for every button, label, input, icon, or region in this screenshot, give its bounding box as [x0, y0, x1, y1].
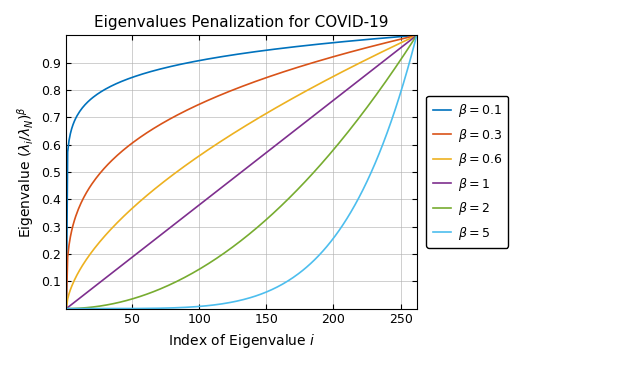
$\beta = 0.6$	[278, 102, 286, 106]
Line: $\beta = 0.3$: $\beta = 0.3$	[67, 35, 417, 308]
$\beta = 1$	[299, 122, 307, 127]
$\beta = 0.3$	[344, 50, 352, 55]
$\beta = 1$	[63, 306, 70, 311]
$\beta = 1$	[278, 138, 286, 142]
$\beta = 1$	[312, 112, 320, 116]
$\beta = 5$	[299, 268, 307, 273]
$\beta = 2$	[312, 168, 320, 172]
$\beta = 2$	[299, 182, 307, 187]
$\beta = 2$	[413, 33, 420, 38]
$\beta = 5$	[413, 33, 420, 38]
$\beta = 1$	[292, 127, 300, 132]
$\beta = 1$	[385, 55, 392, 59]
$\beta = 0.1$	[278, 46, 286, 50]
X-axis label: Index of Eigenvalue $i$: Index of Eigenvalue $i$	[168, 332, 316, 350]
Line: $\beta = 2$: $\beta = 2$	[67, 35, 417, 308]
$\beta = 0.6$	[344, 66, 352, 71]
$\beta = 0.6$	[385, 47, 392, 51]
$\beta = 0.6$	[299, 91, 307, 95]
$\beta = 0.3$	[299, 64, 307, 68]
$\beta = 0.1$	[292, 45, 300, 49]
$\beta = 0.3$	[385, 40, 392, 44]
$\beta = 0.1$	[413, 33, 420, 38]
$\beta = 0.1$	[312, 42, 320, 47]
$\beta = 0.3$	[312, 59, 320, 64]
$\beta = 2$	[385, 75, 392, 80]
Line: $\beta = 5$: $\beta = 5$	[67, 35, 417, 308]
$\beta = 0.6$	[292, 95, 300, 99]
$\beta = 0.6$	[413, 33, 420, 38]
Y-axis label: Eigenvalue $(\lambda_i/\lambda_N)^{\beta}$: Eigenvalue $(\lambda_i/\lambda_N)^{\beta…	[15, 106, 36, 238]
Legend: $\beta = 0.1$, $\beta = 0.3$, $\beta = 0.6$, $\beta = 1$, $\beta = 2$, $\beta = : $\beta = 0.1$, $\beta = 0.3$, $\beta = 0…	[426, 96, 508, 248]
$\beta = 2$	[344, 130, 352, 134]
$\beta = 5$	[278, 282, 286, 287]
$\beta = 0.6$	[63, 306, 70, 311]
$\beta = 0.1$	[63, 306, 70, 311]
Title: Eigenvalues Penalization for COVID-19: Eigenvalues Penalization for COVID-19	[94, 15, 388, 30]
$\beta = 2$	[278, 203, 286, 207]
$\beta = 0.1$	[299, 44, 307, 48]
$\beta = 5$	[292, 273, 300, 278]
$\beta = 1$	[413, 33, 420, 38]
$\beta = 5$	[63, 306, 70, 311]
$\beta = 0.3$	[63, 306, 70, 311]
$\beta = 0.3$	[413, 33, 420, 38]
$\beta = 0.3$	[278, 70, 286, 74]
$\beta = 2$	[292, 189, 300, 193]
$\beta = 1$	[344, 87, 352, 91]
$\beta = 5$	[385, 127, 392, 131]
Line: $\beta = 1$: $\beta = 1$	[67, 35, 417, 308]
$\beta = 5$	[312, 256, 320, 261]
$\beta = 0.1$	[385, 35, 392, 40]
$\beta = 5$	[344, 214, 352, 219]
Line: $\beta = 0.6$: $\beta = 0.6$	[67, 35, 417, 308]
$\beta = 0.6$	[312, 84, 320, 88]
$\beta = 0.1$	[344, 39, 352, 43]
$\beta = 0.3$	[292, 66, 300, 70]
$\beta = 2$	[63, 306, 70, 311]
Line: $\beta = 0.1$: $\beta = 0.1$	[67, 35, 417, 308]
